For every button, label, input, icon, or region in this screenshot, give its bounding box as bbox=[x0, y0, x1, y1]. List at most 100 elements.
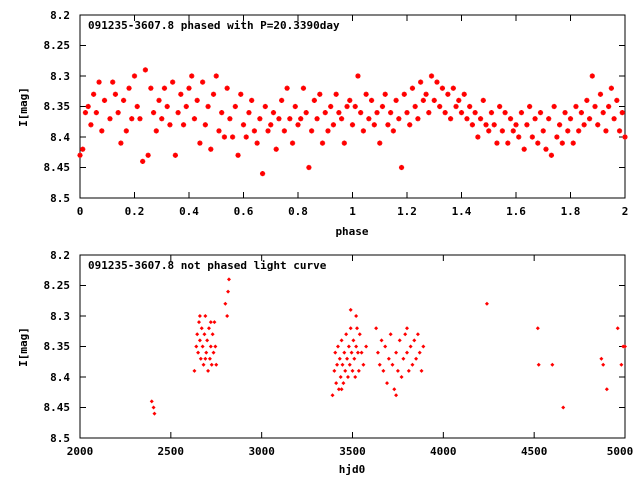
bottom-data-point bbox=[388, 332, 393, 337]
top-data-point bbox=[142, 67, 148, 73]
bottom-data-point bbox=[196, 350, 201, 355]
top-data-point bbox=[265, 128, 271, 134]
bottom-data-point bbox=[348, 326, 353, 331]
bottom-data-point bbox=[484, 301, 489, 306]
top-data-point bbox=[175, 110, 181, 116]
top-data-point bbox=[219, 110, 225, 116]
top-data-point bbox=[276, 116, 282, 122]
bottom-data-point bbox=[338, 375, 343, 379]
top-data-point bbox=[251, 128, 257, 134]
bottom-data-point bbox=[354, 314, 359, 318]
top-data-point bbox=[439, 85, 446, 91]
top-data-point bbox=[437, 103, 443, 110]
bottom-data-point bbox=[399, 375, 404, 379]
top-data-point bbox=[213, 73, 219, 79]
top-data-point bbox=[442, 110, 448, 116]
top-data-point bbox=[131, 73, 138, 79]
top-data-point bbox=[409, 85, 416, 91]
top-data-point bbox=[268, 122, 274, 128]
top-data-point bbox=[480, 97, 486, 103]
bottom-data-point bbox=[336, 387, 341, 392]
top-x-tick-label: 0.2 bbox=[125, 205, 145, 218]
top-data-point bbox=[379, 103, 386, 110]
top-data-point bbox=[178, 91, 184, 97]
top-data-point bbox=[494, 140, 500, 146]
top-data-point bbox=[366, 116, 372, 122]
top-data-point bbox=[431, 97, 437, 103]
bottom-data-point bbox=[345, 356, 350, 361]
top-data-point bbox=[200, 79, 206, 85]
bottom-data-point bbox=[343, 368, 348, 373]
top-data-point bbox=[221, 134, 228, 140]
bottom-data-point bbox=[335, 344, 340, 349]
bottom-data-point bbox=[535, 326, 540, 331]
bottom-data-point bbox=[356, 368, 361, 373]
bottom-data-point bbox=[342, 350, 347, 355]
top-data-point bbox=[608, 85, 614, 91]
top-data-point bbox=[311, 97, 317, 103]
top-data-point bbox=[516, 134, 522, 140]
bottom-data-point bbox=[345, 375, 350, 379]
bottom-y-tick-label: 8.2 bbox=[50, 249, 70, 262]
top-data-point bbox=[238, 91, 244, 97]
bottom-data-point bbox=[213, 344, 218, 349]
top-data-point bbox=[434, 79, 440, 85]
top-data-point bbox=[532, 116, 538, 122]
bottom-data-point bbox=[619, 362, 624, 367]
bottom-data-point bbox=[397, 338, 402, 343]
top-data-point bbox=[363, 91, 369, 97]
top-data-point bbox=[551, 103, 557, 110]
bottom-data-point bbox=[334, 381, 339, 386]
bottom-x-tick-label: 3500 bbox=[339, 445, 366, 458]
bottom-data-point bbox=[415, 332, 420, 337]
bottom-data-point bbox=[225, 314, 230, 318]
bottom-data-point bbox=[405, 350, 409, 355]
top-data-point bbox=[404, 110, 410, 116]
top-data-point bbox=[589, 73, 595, 79]
bottom-data-point bbox=[377, 362, 382, 367]
top-data-point bbox=[227, 116, 233, 122]
top-data-point bbox=[592, 103, 598, 110]
top-data-point bbox=[565, 128, 571, 134]
top-data-point bbox=[333, 91, 339, 97]
top-data-point bbox=[573, 103, 579, 110]
bottom-data-point bbox=[392, 387, 397, 392]
top-data-point bbox=[535, 140, 541, 146]
bottom-data-point bbox=[223, 301, 228, 306]
bottom-data-point bbox=[341, 381, 346, 386]
top-data-point bbox=[115, 110, 121, 116]
bottom-data-point bbox=[196, 320, 201, 325]
top-data-point bbox=[349, 122, 356, 128]
top-data-point bbox=[341, 140, 347, 146]
top-data-point bbox=[164, 103, 170, 110]
top-data-point bbox=[303, 110, 309, 116]
top-data-point bbox=[259, 171, 266, 177]
bottom-data-point bbox=[395, 368, 400, 373]
bottom-data-point bbox=[394, 393, 399, 398]
top-data-point bbox=[418, 79, 424, 85]
bottom-data-point bbox=[344, 332, 349, 337]
top-data-point bbox=[562, 110, 568, 116]
top-data-point bbox=[306, 164, 312, 171]
bottom-y-tick-label: 8.45 bbox=[44, 401, 71, 414]
top-data-point bbox=[559, 140, 565, 146]
top-data-point bbox=[505, 140, 511, 146]
bottom-y-axis-title: I[mag] bbox=[17, 327, 30, 367]
top-data-point bbox=[191, 116, 198, 122]
top-data-point bbox=[567, 116, 574, 122]
top-data-point bbox=[554, 134, 560, 140]
top-data-point bbox=[426, 110, 432, 116]
bottom-data-point bbox=[536, 362, 541, 367]
top-data-point bbox=[235, 152, 241, 158]
top-data-point bbox=[254, 140, 260, 146]
top-data-point bbox=[170, 79, 176, 85]
top-y-tick-label: 8.5 bbox=[50, 192, 70, 205]
top-data-point bbox=[374, 110, 380, 116]
top-data-point bbox=[586, 116, 593, 122]
bottom-data-point bbox=[197, 338, 202, 343]
bottom-y-tick-label: 8.25 bbox=[44, 279, 71, 292]
bottom-data-point bbox=[348, 307, 353, 312]
top-data-point bbox=[600, 110, 606, 116]
top-data-point bbox=[172, 152, 178, 158]
